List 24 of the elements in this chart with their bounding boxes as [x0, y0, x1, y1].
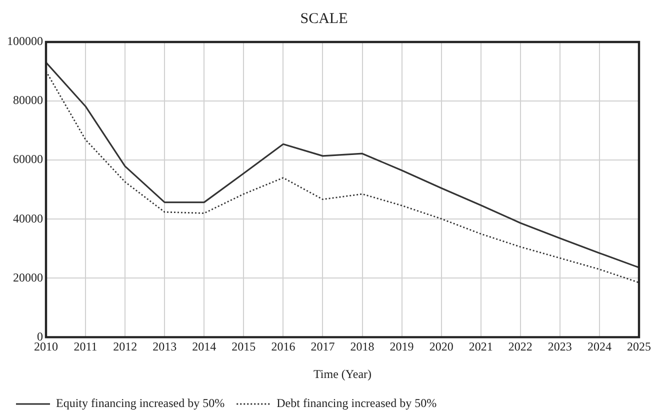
x-tick-label: 2012	[113, 340, 138, 354]
x-tick-label: 2014	[192, 340, 216, 354]
x-tick-label: 2013	[152, 340, 177, 354]
x-tick-label: 2025	[627, 340, 651, 354]
legend-label: Equity financing increased by 50%	[56, 396, 225, 410]
chart-title: SCALE	[300, 10, 348, 27]
y-tick-label: 40000	[13, 211, 43, 226]
x-tick-label: 2022	[508, 340, 532, 354]
x-tick-label: 2011	[74, 340, 98, 354]
x-tick-label: 2024	[587, 340, 612, 354]
x-tick-label: 2017	[310, 340, 335, 354]
x-tick-label: 2015	[232, 340, 256, 354]
y-tick-label: 80000	[13, 93, 43, 108]
x-tick-label: 2016	[271, 340, 296, 354]
y-tick-label: 20000	[13, 270, 43, 284]
y-tick-label: 60000	[13, 152, 43, 166]
x-tick-label: 2018	[350, 340, 374, 354]
x-tick-label: 2019	[390, 340, 414, 354]
x-tick-label: 2021	[468, 340, 493, 354]
legend-label: Debt financing increased by 50%	[276, 396, 437, 410]
x-axis-title: Time (Year)	[313, 366, 372, 381]
x-tick-label: 2020	[429, 340, 454, 354]
x-tick-label: 2023	[548, 340, 572, 354]
y-tick-label: 100000	[7, 34, 43, 48]
